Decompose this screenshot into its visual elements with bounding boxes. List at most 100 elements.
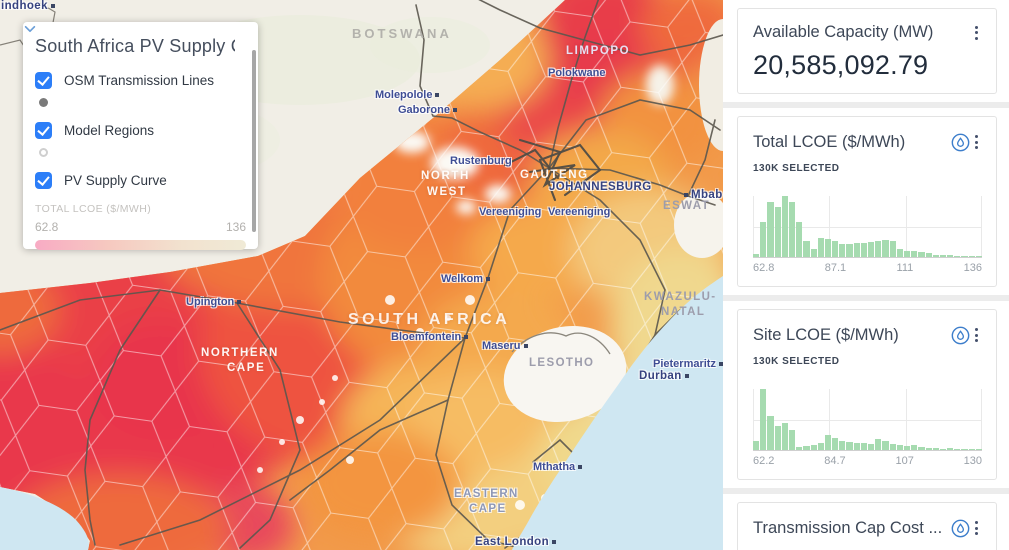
histogram-bar [803, 445, 810, 450]
site-lcoe-histogram[interactable]: 62.2 84.7 107 130 [753, 389, 982, 467]
card-transmission-cap-cost: Transmission Cap Cost ... 130K SELECTED [737, 502, 997, 550]
histogram-bar [774, 206, 781, 257]
histogram-bar [753, 440, 760, 450]
layer-row-osm-transmission-lines: OSM Transmission Lines [35, 72, 246, 89]
histogram-bar [810, 444, 817, 450]
kebab-menu-icon[interactable] [971, 24, 982, 42]
histogram-bar [939, 255, 947, 257]
filter-droplet-icon[interactable] [949, 324, 971, 346]
histogram-bar [796, 222, 803, 257]
tick-label: 62.2 [753, 455, 775, 467]
card-title: Site LCOE ($/MWh) [753, 325, 899, 344]
histogram-bar [968, 255, 975, 257]
card-site-lcoe: Site LCOE ($/MWh) 130K SELECTED 62.2 84.7… [737, 309, 997, 480]
histogram-bar [968, 448, 975, 450]
pv-supply-curve-checkbox[interactable] [35, 172, 52, 189]
histogram-bar [760, 222, 767, 257]
histogram-bar [868, 443, 875, 450]
kebab-menu-icon[interactable] [971, 133, 982, 151]
lcoe-colorbar [35, 240, 246, 250]
histogram-bar [925, 253, 932, 257]
histogram-bar [932, 448, 939, 450]
histogram-bar [939, 448, 947, 450]
selected-count: 130K SELECTED [753, 163, 840, 174]
card-title: Available Capacity (MW) [753, 23, 934, 41]
layer-row-model-regions: Model Regions [35, 122, 246, 139]
histogram-bar [788, 201, 796, 257]
histogram-bar [817, 442, 824, 450]
filter-droplet-icon[interactable] [949, 131, 971, 153]
histogram-bar [954, 255, 961, 257]
tick-label: 107 [895, 455, 914, 467]
histogram-bar [781, 422, 788, 450]
histogram-bar [824, 239, 832, 257]
sidebar[interactable]: Available Capacity (MW) 20,585,092.79 To… [723, 0, 1009, 550]
histogram-bar [860, 243, 867, 257]
histogram-bar [882, 440, 889, 450]
histogram-bar [896, 445, 903, 450]
filter-droplet-icon[interactable] [949, 517, 971, 539]
layer-label: Model Regions [64, 123, 155, 138]
histogram-bar [767, 201, 774, 257]
card-title: Total LCOE ($/MWh) [753, 132, 906, 151]
histogram-bar [947, 255, 954, 257]
histogram-bar [810, 248, 817, 257]
chevron-down-icon [24, 25, 36, 33]
available-capacity-value: 20,585,092.79 [753, 50, 929, 80]
histogram-bar [961, 255, 968, 257]
layer-style-dot [39, 98, 48, 107]
histogram-bar [932, 254, 939, 257]
layer-label: PV Supply Curve [64, 173, 167, 188]
histogram-bar [925, 447, 932, 450]
histogram-ticks: 62.8 87.1 111 136 [753, 262, 982, 274]
histogram-bar [796, 446, 803, 450]
histogram-bar [954, 448, 961, 450]
histogram-bar [860, 442, 867, 450]
histogram-bar [781, 196, 788, 257]
histogram-bar [853, 442, 860, 450]
kebab-menu-icon[interactable] [971, 519, 982, 537]
card-available-capacity: Available Capacity (MW) 20,585,092.79 [737, 8, 997, 94]
tick-label: 111 [896, 262, 914, 274]
histogram-bar [846, 244, 853, 257]
histogram-bar [961, 448, 968, 450]
colorbar-max: 136 [225, 220, 246, 234]
histogram-bar [911, 250, 918, 257]
histogram-bar [846, 442, 853, 450]
tick-label: 84.7 [824, 455, 846, 467]
tick-label: 130 [963, 455, 982, 467]
layer-set-title: South Africa PV Supply C... [35, 36, 235, 56]
colorbar-min: 62.8 [35, 220, 59, 234]
model-regions-checkbox[interactable] [35, 122, 52, 139]
layer-label: OSM Transmission Lines [64, 73, 215, 88]
histogram-bar [803, 241, 810, 257]
panel-scrollbar[interactable] [252, 50, 256, 232]
map-basemap [0, 0, 723, 550]
histogram-bar [767, 416, 774, 450]
map-canvas[interactable]: indhoek BOTSWANA LIMPOPO Polokwane Molepolol… [0, 0, 723, 550]
histogram-bar [875, 241, 882, 257]
histogram-bar [853, 243, 860, 257]
tick-label: 62.8 [753, 262, 775, 274]
histogram-bar [875, 439, 882, 450]
histogram-bar [760, 389, 767, 450]
selected-count: 130K SELECTED [753, 356, 840, 367]
kebab-menu-icon[interactable] [971, 326, 982, 344]
histogram-bar [753, 253, 760, 257]
histogram-bar [774, 425, 781, 450]
total-lcoe-histogram[interactable]: 62.8 87.1 111 136 [753, 196, 982, 274]
histogram-bar [975, 255, 982, 257]
histogram-bar [903, 445, 911, 450]
layer-set-dropdown[interactable]: South Africa PV Supply C... [24, 25, 246, 57]
tick-label: 136 [963, 262, 982, 274]
histogram-bar [918, 251, 925, 257]
layer-style-dot [39, 148, 48, 157]
osm-transmission-lines-checkbox[interactable] [35, 72, 52, 89]
layer-panel: South Africa PV Supply C... OSM Transmis… [23, 22, 258, 250]
histogram-bar [832, 437, 839, 450]
histogram-ticks: 62.2 84.7 107 130 [753, 455, 982, 467]
histogram-bar [817, 238, 824, 257]
tick-label: 87.1 [824, 262, 847, 274]
histogram-bar [903, 250, 911, 257]
histogram-bar [832, 241, 839, 257]
